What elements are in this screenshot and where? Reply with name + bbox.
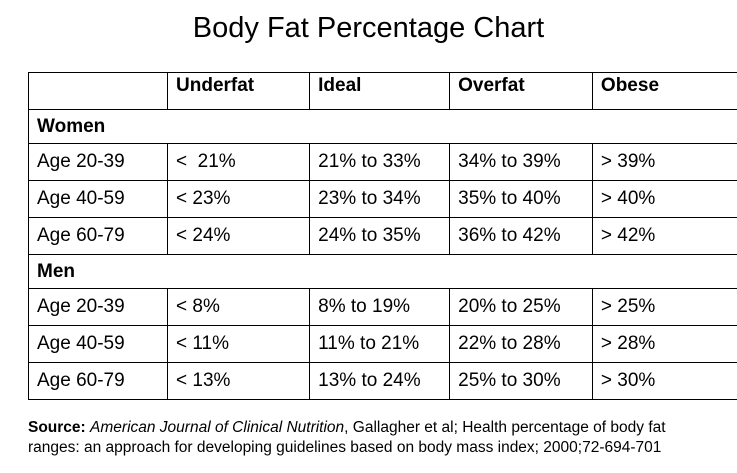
table-row: Age 60-79 < 13% 13% to 24% 25% to 30% > … (27, 362, 737, 400)
source-label: Source: (28, 419, 86, 436)
source-line1-rest: , Gallagher et al; Health percentage of … (344, 419, 666, 436)
age-cell: Age 60-79 (27, 217, 169, 255)
group-label-men: Men (28, 254, 737, 289)
group-label-women: Women (28, 109, 737, 144)
table-row: Age 60-79 < 24% 24% to 35% 36% to 42% > … (27, 217, 737, 255)
overfat-cell: 35% to 40% (449, 180, 593, 218)
group-row-women: Women (28, 109, 737, 144)
overfat-cell: 36% to 42% (449, 217, 593, 255)
underfat-cell: < 21% (167, 143, 311, 181)
age-cell: Age 20-39 (27, 288, 169, 326)
group-row-men: Men (28, 254, 737, 289)
header-obese: Obese (591, 72, 737, 110)
source-line2: ranges: an approach for developing guide… (28, 439, 662, 456)
table-row: Age 40-59 < 23% 23% to 34% 35% to 40% > … (27, 180, 737, 218)
ideal-cell: 21% to 33% (309, 143, 451, 181)
table-row: Age 40-59 < 11% 11% to 21% 22% to 28% > … (27, 325, 737, 363)
overfat-cell: 20% to 25% (449, 288, 593, 326)
underfat-cell: < 8% (167, 288, 311, 326)
overfat-cell: 34% to 39% (449, 143, 593, 181)
obese-cell: > 28% (591, 325, 737, 363)
age-cell: Age 40-59 (27, 325, 169, 363)
underfat-cell: < 11% (167, 325, 311, 363)
obese-cell: > 42% (591, 217, 737, 255)
age-cell: Age 40-59 (27, 180, 169, 218)
source-citation: Source: American Journal of Clinical Nut… (28, 418, 728, 458)
ideal-cell: 13% to 24% (309, 362, 451, 400)
ideal-cell: 11% to 21% (309, 325, 451, 363)
obese-cell: > 40% (591, 180, 737, 218)
obese-cell: > 30% (591, 362, 737, 400)
ideal-cell: 8% to 19% (309, 288, 451, 326)
page-title: Body Fat Percentage Chart (192, 12, 545, 44)
source-journal: American Journal of Clinical Nutrition (90, 419, 345, 436)
ideal-cell: 24% to 35% (309, 217, 451, 255)
header-ideal: Ideal (309, 72, 451, 110)
ideal-cell: 23% to 34% (309, 180, 451, 218)
underfat-cell: < 13% (167, 362, 311, 400)
obese-cell: > 25% (591, 288, 737, 326)
header-row: Underfat Ideal Overfat Obese (27, 72, 737, 110)
header-overfat: Overfat (449, 72, 593, 110)
underfat-cell: < 23% (167, 180, 311, 218)
underfat-cell: < 24% (167, 217, 311, 255)
body-fat-table: Underfat Ideal Overfat Obese Women Age 2… (27, 72, 737, 400)
age-cell: Age 60-79 (27, 362, 169, 400)
table-row: Age 20-39 < 8% 8% to 19% 20% to 25% > 25… (27, 288, 737, 326)
overfat-cell: 25% to 30% (449, 362, 593, 400)
table-row: Age 20-39 < 21% 21% to 33% 34% to 39% > … (27, 143, 737, 181)
header-underfat: Underfat (167, 72, 311, 110)
overfat-cell: 22% to 28% (449, 325, 593, 363)
age-cell: Age 20-39 (27, 143, 169, 181)
obese-cell: > 39% (591, 143, 737, 181)
header-cell-blank (27, 72, 169, 110)
